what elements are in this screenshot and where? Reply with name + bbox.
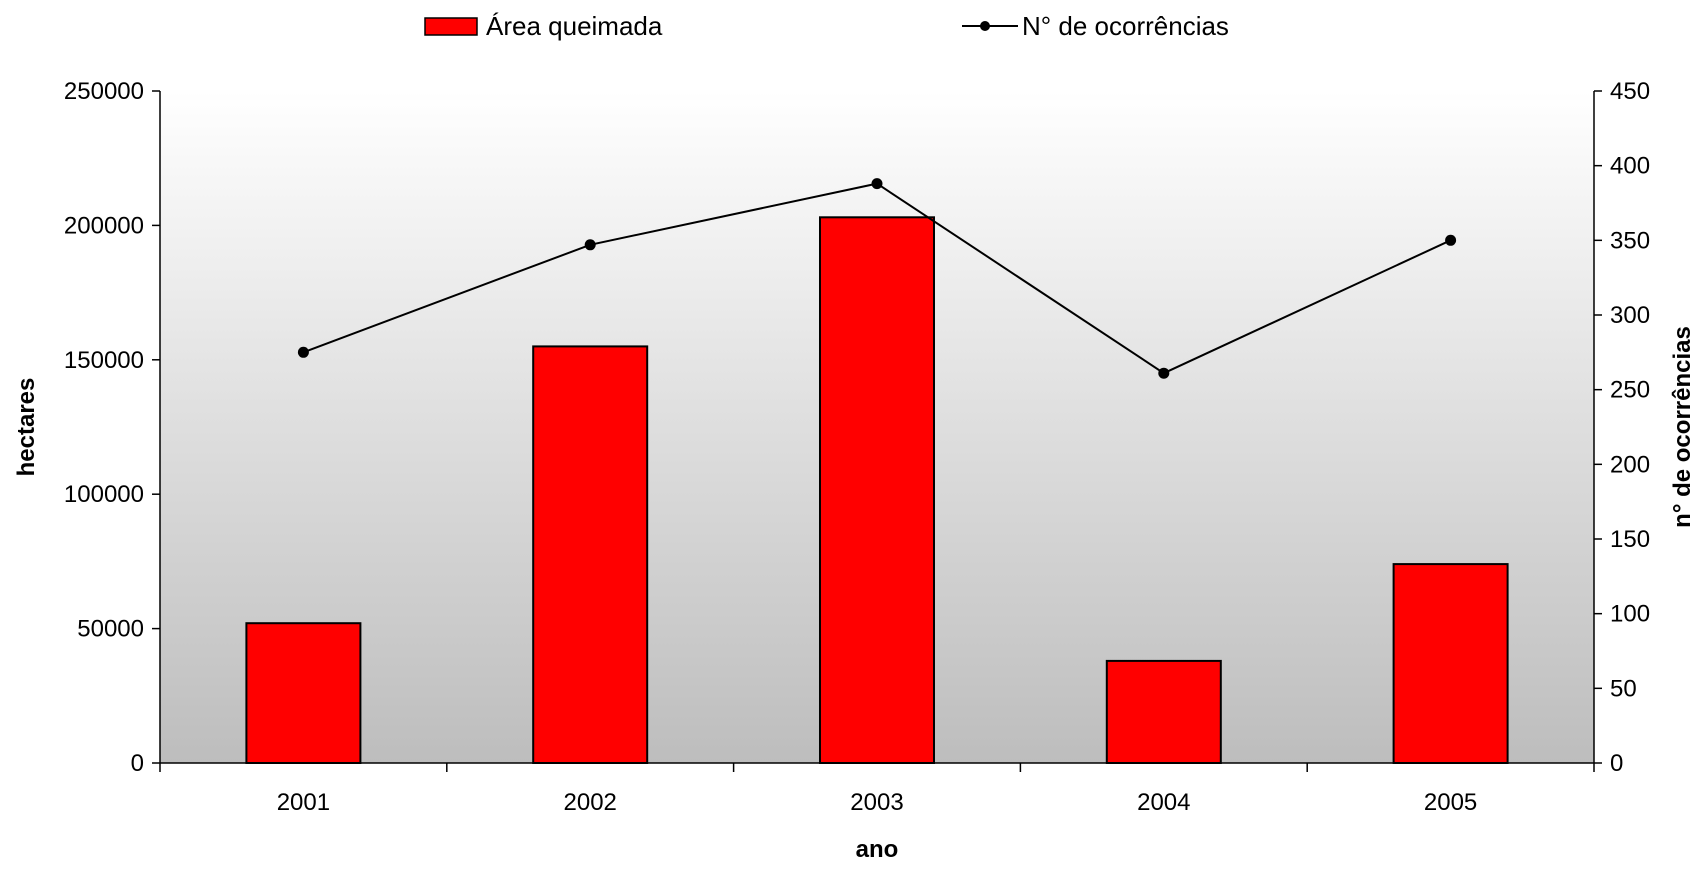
x-tick-label-2002: 2002 <box>564 789 617 816</box>
y2-tick-label: 300 <box>1610 302 1650 329</box>
x-axis-title: ano <box>856 836 899 863</box>
y2-tick-label: 150 <box>1610 526 1650 553</box>
occurrences-point-2001 <box>297 346 309 358</box>
bar-2002 <box>532 345 649 764</box>
y2-tick-label: 50 <box>1610 675 1637 702</box>
legend-marker-occurrences <box>980 21 990 31</box>
y2-tick-label: 200 <box>1610 451 1650 478</box>
y2-tick-label: 350 <box>1610 227 1650 254</box>
y2-axis-title: n° de ocorrências <box>1669 326 1696 528</box>
axes-layer <box>159 91 1595 764</box>
y2-tick-label: 400 <box>1610 153 1650 180</box>
occurrences-point-2003 <box>871 178 883 190</box>
bars-layer <box>245 216 1509 765</box>
legend-label-occurrences: N° de ocorrências <box>1022 11 1229 41</box>
y-tick-label: 50000 <box>77 616 144 643</box>
y2-tick-label: 100 <box>1610 601 1650 628</box>
bar-2005 <box>1392 563 1509 764</box>
x-tick-label-2004: 2004 <box>1137 789 1190 816</box>
y-tick-label: 150000 <box>64 347 144 374</box>
legend-label-area: Área queimada <box>486 11 663 41</box>
legend-swatch-area <box>424 17 478 36</box>
y-tick-label: 250000 <box>64 78 144 105</box>
y2-tick-label: 0 <box>1610 750 1623 777</box>
occurrences-point-2005 <box>1445 234 1457 246</box>
bar-2003 <box>819 216 935 765</box>
y-axis-title: hectares <box>13 378 40 477</box>
y2-tick-label: 450 <box>1610 78 1650 105</box>
y2-tick-label: 250 <box>1610 377 1650 404</box>
ticks-layer: 0 50000 100000 150000 200000 250000 0 50 100 150 2… <box>64 78 1650 816</box>
y-tick-label: 200000 <box>64 212 144 239</box>
occurrences-point-2004 <box>1158 367 1170 379</box>
legend: Área queimada N° de ocorrências <box>424 11 1229 41</box>
line-layer <box>297 178 1457 379</box>
x-tick-label-2005: 2005 <box>1424 789 1477 816</box>
bar-2001 <box>245 622 362 765</box>
x-tick-label-2003: 2003 <box>850 789 903 816</box>
occurrences-point-2002 <box>584 239 596 251</box>
x-tick-label-2001: 2001 <box>277 789 330 816</box>
y-tick-label: 100000 <box>64 481 144 508</box>
bar-2004 <box>1105 659 1222 765</box>
y-tick-label: 0 <box>131 750 144 777</box>
